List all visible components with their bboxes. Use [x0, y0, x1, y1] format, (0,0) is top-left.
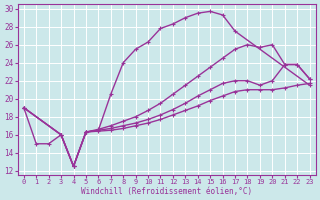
X-axis label: Windchill (Refroidissement éolien,°C): Windchill (Refroidissement éolien,°C)	[81, 187, 252, 196]
